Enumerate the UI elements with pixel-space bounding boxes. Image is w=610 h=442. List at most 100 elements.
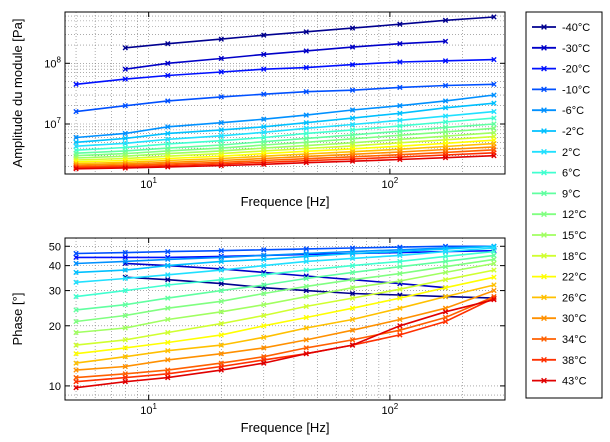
series-line [75,102,495,144]
data-point [442,124,449,131]
data-point [122,267,128,273]
data-point [491,121,497,127]
data-point [491,108,497,115]
data-point [165,316,171,323]
legend-label: 6°C [562,168,581,180]
data-point [218,138,224,144]
data-point [349,44,356,50]
legend-item: 9°C [532,188,581,200]
data-point [261,323,267,329]
data-point [491,100,497,106]
data-point [261,334,267,341]
legend-item: 12°C [532,209,587,221]
x-tick-label: 102 [382,402,399,417]
data-point [397,123,403,129]
data-point [165,164,171,170]
data-point [349,250,356,257]
data-point [442,248,449,255]
data-point [122,354,128,360]
data-point [165,136,171,142]
data-point [491,297,497,303]
data-point [73,143,79,149]
data-point [261,256,267,263]
data-point [122,76,128,82]
data-point [261,290,267,297]
legend-label: 15°C [562,230,587,242]
phase-plot: 101 102 10 20 30 40 50 Frequence [Hz] Phase [°] [10,237,506,435]
y-axis-label: Phase [°] [10,293,25,346]
data-point [491,153,497,159]
data-point [122,135,128,142]
data-point [218,367,224,373]
legend-marker [541,107,547,114]
data-point [73,260,79,267]
data-point [349,342,356,348]
data-point [303,64,309,71]
data-point [442,119,449,125]
data-point [397,305,403,311]
data-point [349,277,356,283]
series-line [125,262,446,289]
data-point [165,277,171,283]
data-point [122,140,128,147]
series-line [75,289,495,371]
data-point [122,312,128,319]
data-point [442,82,449,89]
data-point [218,267,224,273]
data-point [73,350,79,357]
x-tick-label: 102 [382,176,399,191]
data-point [261,345,267,351]
legend-label: -30°C [562,43,590,55]
data-point [442,58,449,64]
data-point [303,293,309,300]
data-point [165,374,171,381]
data-point [442,113,449,119]
data-point [261,124,267,130]
data-point [349,285,356,291]
data-point [349,305,356,311]
data-point [165,282,171,288]
legend-label: -6°C [562,105,584,117]
data-point [165,41,171,47]
data-point [491,256,497,263]
legend-marker [541,169,547,176]
data-point [491,274,497,280]
data-point [397,332,403,338]
series-line [75,297,495,383]
plot-frame [64,11,506,175]
data-point [303,283,309,290]
series-line [75,131,495,159]
ticks: 101 102 107 108 [44,12,505,191]
data-point [442,105,449,111]
legend-item: -40°C [532,22,590,34]
data-point [303,48,309,54]
data-point [303,29,309,35]
data-point [491,115,497,121]
data-point [218,309,224,315]
series-line [75,245,495,265]
series-line [75,83,495,113]
legend-label: -20°C [562,64,590,76]
data-point [349,290,356,297]
data-point [442,269,449,276]
data-point [397,59,403,65]
data-point [349,115,356,121]
data-point [442,258,449,265]
data-point [73,250,79,257]
data-point [122,258,128,265]
legend-label: 22°C [562,272,587,284]
legend-item: 38°C [532,355,587,367]
data-point [165,348,171,354]
data-point [218,258,224,265]
data-point [218,120,224,126]
data-point [218,320,224,327]
data-point [165,329,171,336]
data-point [122,275,128,282]
legend-item: 43°C [532,376,587,388]
data-point [122,130,128,137]
legend-item: -10°C [532,84,590,96]
data-point [218,298,224,305]
data-point [122,325,128,331]
data-point [73,318,79,325]
data-point [218,133,224,139]
